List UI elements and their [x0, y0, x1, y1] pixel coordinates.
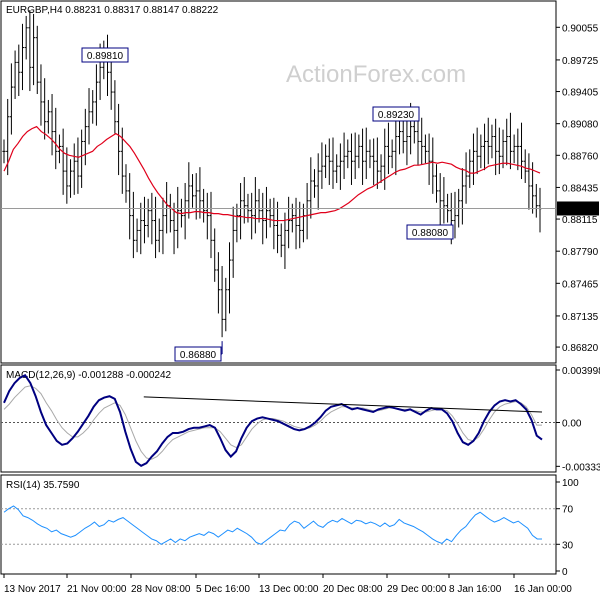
x-tick-label: 16 Jan 00:00	[514, 584, 572, 595]
x-tick-label: 21 Nov 00:00	[67, 584, 127, 595]
price-tick-label: 0.89405	[562, 88, 599, 99]
rsi-panel: RSI(14) 35.7590 100 70 30 0	[0, 474, 579, 578]
price-panel: ActionForex.com EURGBP,H4 0.88231 0.8831…	[0, 0, 599, 364]
annotation-box	[81, 47, 129, 63]
macd-tick-label: -0.003339	[562, 462, 600, 473]
rsi-tick-label: 100	[562, 478, 579, 489]
rsi-tick-label: 30	[562, 540, 574, 551]
x-tick-label: 13 Dec 00:00	[259, 584, 319, 595]
rsi-title: RSI(14) 35.7590	[6, 480, 80, 491]
price-title: EURGBP,H4 0.88231 0.88317 0.88147 0.8822…	[6, 5, 219, 16]
price-tick-label: 0.89080	[562, 120, 599, 131]
price-tick-label: 0.90055	[562, 23, 599, 34]
price-tick-label: 0.87790	[562, 247, 599, 258]
price-tick-label: 0.86820	[562, 343, 599, 354]
macd-tick-label: 0.00	[562, 418, 582, 429]
price-tick-label: 0.88435	[562, 183, 599, 194]
rsi-panel-frame	[0, 474, 557, 575]
macd-signal-line	[3, 385, 542, 460]
macd-panel-frame	[0, 364, 557, 473]
price-tick-label: 0.88760	[562, 151, 599, 162]
rsi-tick-label: 70	[562, 505, 574, 516]
annotation-box	[174, 346, 222, 362]
annotation-label: 0.89230	[378, 110, 415, 121]
current-price-label: 0.88222	[562, 204, 599, 215]
current-price-badge	[557, 201, 599, 216]
macd-line	[3, 373, 543, 467]
macd-trendline	[143, 396, 543, 413]
macd-panel: MACD(12,26,9) -0.001288 -0.000242 0.0039…	[0, 364, 600, 473]
moving-average-line	[3, 125, 541, 222]
annotation-label: 0.88080	[412, 228, 449, 239]
x-axis: 13 Nov 2017 21 Nov 00:00 28 Nov 08:00 5 Dec…	[3, 574, 572, 595]
x-tick-label: 8 Jan 16:00	[449, 584, 502, 595]
annotation-label: 0.86880	[180, 350, 217, 361]
rsi-line	[3, 505, 542, 545]
x-tick-label: 28 Nov 08:00	[131, 584, 191, 595]
annotation-box	[406, 224, 454, 240]
macd-tick-label: 0.003998	[562, 366, 600, 377]
price-tick-label: 0.88115	[562, 215, 598, 226]
rsi-tick-label: 0	[562, 567, 568, 578]
x-tick-label: 13 Nov 2017	[4, 584, 61, 595]
price-tick-label: 0.87135	[562, 312, 599, 323]
price-tick-label: 0.87465	[562, 279, 599, 290]
x-tick-label: 20 Dec 08:00	[323, 584, 383, 595]
x-tick-label: 5 Dec 16:00	[196, 584, 250, 595]
macd-title: MACD(12,26,9) -0.001288 -0.000242	[6, 370, 172, 381]
x-tick-label: 29 Dec 00:00	[387, 584, 447, 595]
price-tick-label: 0.89725	[562, 56, 599, 67]
watermark: ActionForex.com	[286, 61, 466, 88]
annotation-box	[372, 106, 420, 122]
annotation-label: 0.89810	[87, 51, 124, 62]
